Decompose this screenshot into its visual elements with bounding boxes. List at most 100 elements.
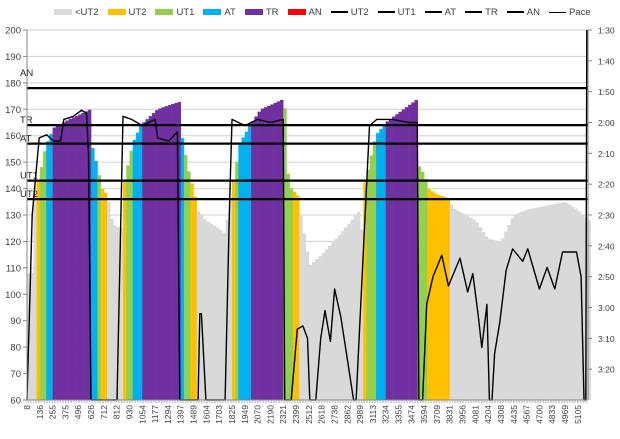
hr-bar	[247, 126, 252, 401]
hr-bar	[321, 253, 326, 400]
hr-bar	[331, 242, 335, 400]
hr-bar	[33, 194, 37, 400]
hr-bar	[180, 138, 185, 401]
legend-item: TR	[244, 7, 279, 18]
legend-item: UT1	[155, 7, 194, 18]
hr-bar	[385, 121, 390, 400]
legend-line-icon	[506, 11, 524, 13]
hr-bar	[324, 249, 329, 400]
hr-bar	[347, 223, 351, 400]
legend-item: AT	[424, 6, 457, 18]
axes: 60 70 80 90 100 110 120 130 140 150 160 170 180 190 20…	[5, 26, 615, 424]
x-tick-label: 3956	[458, 405, 468, 424]
hr-bar	[100, 188, 105, 400]
hr-bar	[145, 119, 149, 400]
hr-bar	[254, 116, 258, 400]
hr-bar	[491, 239, 495, 400]
hr-bar	[292, 191, 297, 400]
hr-bar	[81, 112, 85, 401]
hr-bar	[222, 232, 226, 400]
hr-bar	[337, 234, 342, 400]
hr-bar	[430, 191, 435, 400]
hr-bar	[279, 99, 284, 401]
hr-bar	[62, 122, 66, 400]
x-tick-label: 3594	[419, 405, 429, 424]
hr-bar	[196, 211, 201, 400]
hr-bar	[187, 171, 191, 400]
pace-series-line	[26, 29, 588, 401]
hr-bar	[372, 141, 377, 400]
x-tick-label: 1703	[214, 405, 224, 424]
hr-bar	[488, 239, 492, 400]
hr-bar	[561, 202, 566, 400]
hr-bar	[164, 106, 169, 400]
hr-bar	[468, 217, 473, 400]
threshold-label-tr: TR	[20, 115, 33, 126]
hr-bar	[91, 148, 95, 400]
hr-bar	[155, 110, 159, 401]
legend-swatch	[287, 9, 306, 15]
hr-bar	[392, 116, 396, 400]
hr-bar	[414, 99, 419, 401]
hr-bar	[55, 125, 60, 400]
hr-bar	[587, 220, 591, 400]
y2-tick-label: 2:10	[598, 149, 615, 159]
hr-bar	[103, 192, 108, 400]
hr-bar	[465, 215, 470, 400]
hr-bar	[520, 211, 524, 400]
hr-bar	[433, 193, 438, 400]
hr-bar	[417, 166, 422, 400]
hr-bar	[388, 118, 393, 401]
y-tick-label: 170	[5, 105, 21, 116]
y-tick-label: 130	[5, 211, 21, 222]
hr-bar	[577, 211, 582, 400]
hr-bar	[408, 104, 412, 400]
y2-tick-label: 2:20	[598, 180, 615, 190]
y-tick-label: 90	[10, 316, 21, 327]
hr-bar	[113, 225, 117, 400]
hr-bar	[363, 182, 367, 400]
hr-bar	[401, 109, 406, 401]
hr-bar	[529, 208, 534, 400]
hr-bar	[545, 205, 550, 400]
x-tick-label: 2512	[304, 405, 314, 424]
hr-bar	[420, 171, 425, 400]
legend-label: AT	[444, 6, 457, 18]
legend-label: TR	[485, 6, 498, 18]
hr-bar	[75, 115, 79, 400]
x-tick-label: 5105	[573, 405, 583, 424]
x-tick-label: 1397	[176, 405, 186, 424]
legend-line-icon	[330, 11, 348, 13]
legend-swatch	[54, 9, 72, 15]
hr-bar	[59, 123, 63, 400]
hr-bar	[228, 197, 233, 400]
x-tick-label: 1294	[163, 405, 173, 424]
hr-bar	[39, 166, 44, 400]
hr-bar	[30, 273, 34, 400]
heart-rate-bars	[27, 99, 591, 401]
legend-label: UT2	[128, 6, 147, 18]
x-tick-label: 4700	[534, 405, 544, 424]
legend-line-icon	[465, 11, 483, 13]
hr-bar	[334, 238, 338, 400]
legend-label: UT1	[397, 6, 416, 18]
legend: <UT2 UT2 UT1 AT TR AN UT2 UT1 AT TR AN Pace	[54, 5, 600, 19]
y2-tick-label: 1:30	[598, 26, 615, 36]
y-tick-label: 80	[10, 343, 21, 354]
x-tick-label: 712	[99, 405, 109, 419]
legend-label: AN	[308, 6, 322, 18]
hr-bar	[581, 214, 585, 400]
hr-bar	[312, 261, 316, 400]
hr-bar	[132, 139, 137, 401]
hr-bar	[167, 105, 172, 400]
y2-tick-label: 1:50	[598, 87, 615, 97]
hr-bar	[71, 117, 76, 401]
hr-bar	[110, 218, 114, 400]
x-tick-label: 1489	[189, 405, 199, 424]
x-tick-label: 2190	[265, 405, 275, 424]
hr-bar	[523, 210, 527, 400]
legend-label: Pace	[568, 6, 591, 18]
x-tick-label: 3234	[381, 405, 391, 424]
hr-bar	[283, 108, 287, 400]
x-tick-label: 4204	[483, 405, 493, 424]
